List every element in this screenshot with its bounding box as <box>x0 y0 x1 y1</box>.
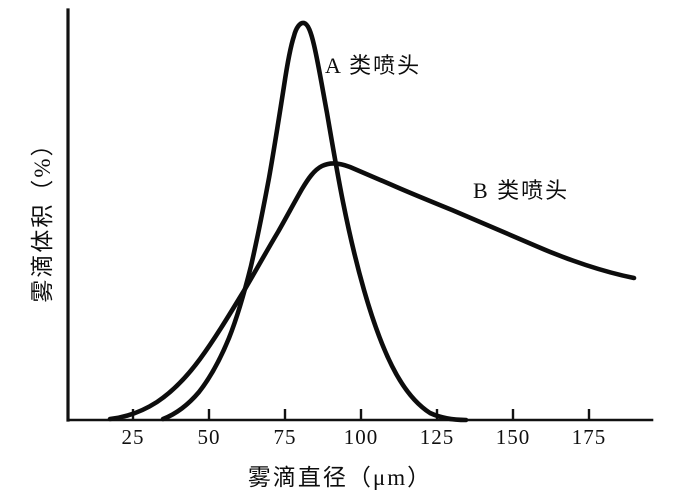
x-tick-label-100: 100 <box>343 425 379 449</box>
curve-series-b <box>107 161 637 422</box>
x-tick-label-150: 150 <box>495 425 531 449</box>
x-tick-label-25: 25 <box>121 425 145 449</box>
y-axis-title: 雾滴体积（%） <box>30 131 55 303</box>
curve-series-a <box>160 20 469 423</box>
x-axis-title: 雾滴直径（μm） <box>247 465 433 490</box>
x-tick-label-175: 175 <box>571 425 607 449</box>
x-axis-ticks <box>131 409 591 420</box>
series-a-label: A 类喷头 <box>325 53 422 78</box>
series-b-label: B 类喷头 <box>473 178 570 203</box>
x-tick-label-75: 75 <box>273 425 297 449</box>
x-tick-label-125: 125 <box>419 425 455 449</box>
x-tick-label-50: 50 <box>197 425 221 449</box>
